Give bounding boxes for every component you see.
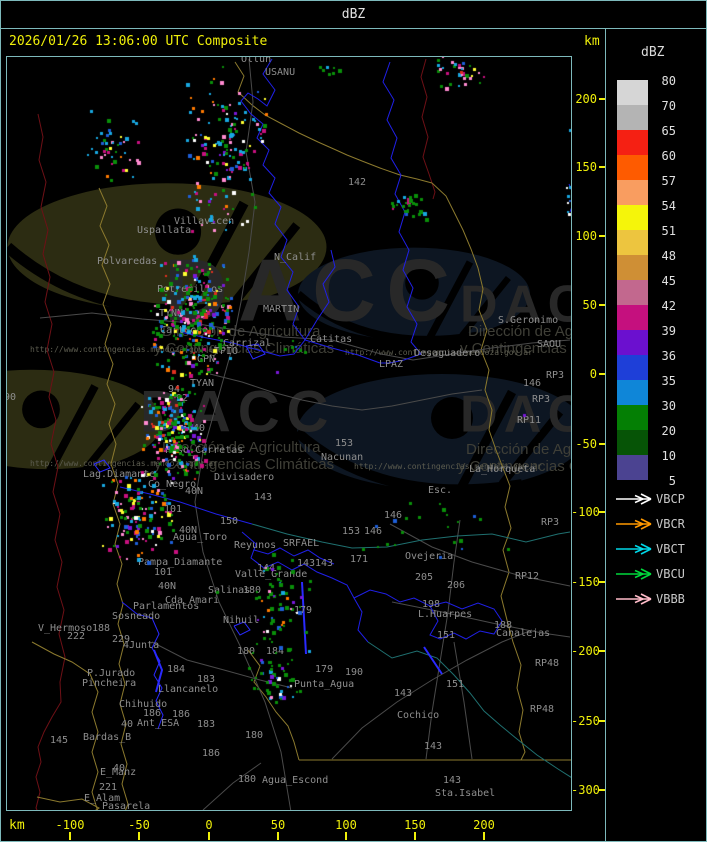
scale-tick-label: 70 bbox=[661, 99, 676, 113]
scale-tick-label: 60 bbox=[661, 149, 676, 163]
scale-tick-label: 30 bbox=[661, 399, 676, 413]
x-axis-tick bbox=[277, 832, 279, 840]
scale-block bbox=[617, 355, 648, 380]
scale-tick-label: 20 bbox=[661, 424, 676, 438]
legend-arrow-icon bbox=[616, 593, 652, 605]
legend-arrow-icon bbox=[616, 493, 652, 505]
y-axis-tick-label: -100 bbox=[571, 505, 600, 519]
x-axis-tick-label: 0 bbox=[205, 818, 213, 832]
scale-tick-label: 54 bbox=[661, 199, 676, 213]
scale-block bbox=[617, 180, 648, 205]
scale-tick-label: 35 bbox=[661, 374, 676, 388]
scale-block bbox=[617, 130, 648, 155]
legend-item-vbct: VBCT bbox=[615, 541, 685, 556]
scale-block bbox=[617, 255, 648, 280]
legend-item-vbcu: VBCU bbox=[615, 566, 685, 581]
y-axis-unit-label: km bbox=[584, 34, 600, 49]
scale-tick-label: 42 bbox=[661, 299, 676, 313]
y-axis-tick bbox=[599, 235, 606, 237]
y-axis-tick-label: -250 bbox=[571, 714, 600, 728]
scale-tick-label: 10 bbox=[661, 449, 676, 463]
legend-label: VBCR bbox=[656, 517, 685, 531]
scale-block bbox=[617, 330, 648, 355]
x-axis-tick-label: 150 bbox=[404, 818, 426, 832]
legend-arrow-icon bbox=[616, 543, 652, 555]
legend-label: VBCU bbox=[656, 567, 685, 581]
y-axis-tick bbox=[599, 650, 606, 652]
legend-label: VBCP bbox=[656, 492, 685, 506]
scale-tick-label: 5 bbox=[668, 474, 676, 488]
color-scale-title: dBZ bbox=[641, 45, 665, 60]
scale-tick-label: 36 bbox=[661, 349, 676, 363]
y-axis-tick bbox=[599, 511, 606, 513]
x-axis-tick-label: 100 bbox=[335, 818, 357, 832]
scale-block bbox=[617, 280, 648, 305]
legend-item-vbcp: VBCP bbox=[615, 491, 685, 506]
scale-block bbox=[617, 105, 648, 130]
y-axis-tick-label: 0 bbox=[589, 367, 597, 381]
panel-divider bbox=[605, 29, 606, 841]
scale-block bbox=[617, 405, 648, 430]
legend-arrow-icon bbox=[616, 568, 652, 580]
legend-label: VBBB bbox=[656, 592, 685, 606]
scale-block bbox=[617, 80, 648, 105]
radar-map: DACCDACCDACCDACCDirección de Agricultura… bbox=[6, 56, 572, 811]
legend-arrow-icon bbox=[616, 518, 652, 530]
scale-block bbox=[617, 305, 648, 330]
legend-item-vbcr: VBCR bbox=[615, 516, 685, 531]
y-axis-tick bbox=[599, 443, 606, 445]
x-axis-tick-label: -50 bbox=[128, 818, 150, 832]
y-axis-tick-label: 200 bbox=[575, 92, 597, 106]
y-axis-tick-label: -150 bbox=[571, 575, 600, 589]
x-axis-tick bbox=[345, 832, 347, 840]
scale-block bbox=[617, 380, 648, 405]
y-axis-tick bbox=[599, 98, 606, 100]
scale-block bbox=[617, 155, 648, 180]
x-axis-unit-label: km bbox=[9, 818, 25, 833]
y-axis-tick bbox=[599, 581, 606, 583]
legend-item-vbbb: VBBB bbox=[615, 591, 685, 606]
scale-block bbox=[617, 205, 648, 230]
scale-block bbox=[617, 430, 648, 455]
scale-tick-label: 48 bbox=[661, 249, 676, 263]
y-axis-tick-label: -50 bbox=[575, 437, 597, 451]
window-title: dBZ bbox=[1, 1, 706, 29]
y-axis-tick bbox=[599, 720, 606, 722]
scale-block bbox=[617, 455, 648, 480]
x-axis-tick bbox=[483, 832, 485, 840]
y-axis-tick-label: 150 bbox=[575, 160, 597, 174]
scale-tick-label: 80 bbox=[661, 74, 676, 88]
y-axis-tick-label: 100 bbox=[575, 229, 597, 243]
x-axis-tick bbox=[69, 832, 71, 840]
y-axis-tick-label: 50 bbox=[582, 298, 597, 312]
composite-timestamp: 2026/01/26 13:06:00 UTC Composite bbox=[9, 34, 268, 49]
scale-tick-label: 39 bbox=[661, 324, 676, 338]
radar-echoes bbox=[7, 57, 571, 810]
scale-block bbox=[617, 230, 648, 255]
x-axis-tick-label: 200 bbox=[473, 818, 495, 832]
x-axis-tick bbox=[208, 832, 210, 840]
x-axis-tick-label: -100 bbox=[55, 818, 85, 832]
y-axis-tick bbox=[599, 373, 606, 375]
y-axis-tick bbox=[599, 304, 606, 306]
scale-tick-label: 45 bbox=[661, 274, 676, 288]
scale-tick-label: 65 bbox=[661, 124, 676, 138]
legend-label: VBCT bbox=[656, 542, 685, 556]
x-axis-tick bbox=[414, 832, 416, 840]
x-axis-tick-label: 50 bbox=[270, 818, 286, 832]
y-axis-tick-label: -300 bbox=[571, 783, 600, 797]
scale-tick-label: 57 bbox=[661, 174, 676, 188]
y-axis-tick bbox=[599, 166, 606, 168]
y-axis-tick-label: -200 bbox=[571, 644, 600, 658]
scale-tick-label: 51 bbox=[661, 224, 676, 238]
y-axis-tick bbox=[599, 789, 606, 791]
x-axis-tick bbox=[138, 832, 140, 840]
